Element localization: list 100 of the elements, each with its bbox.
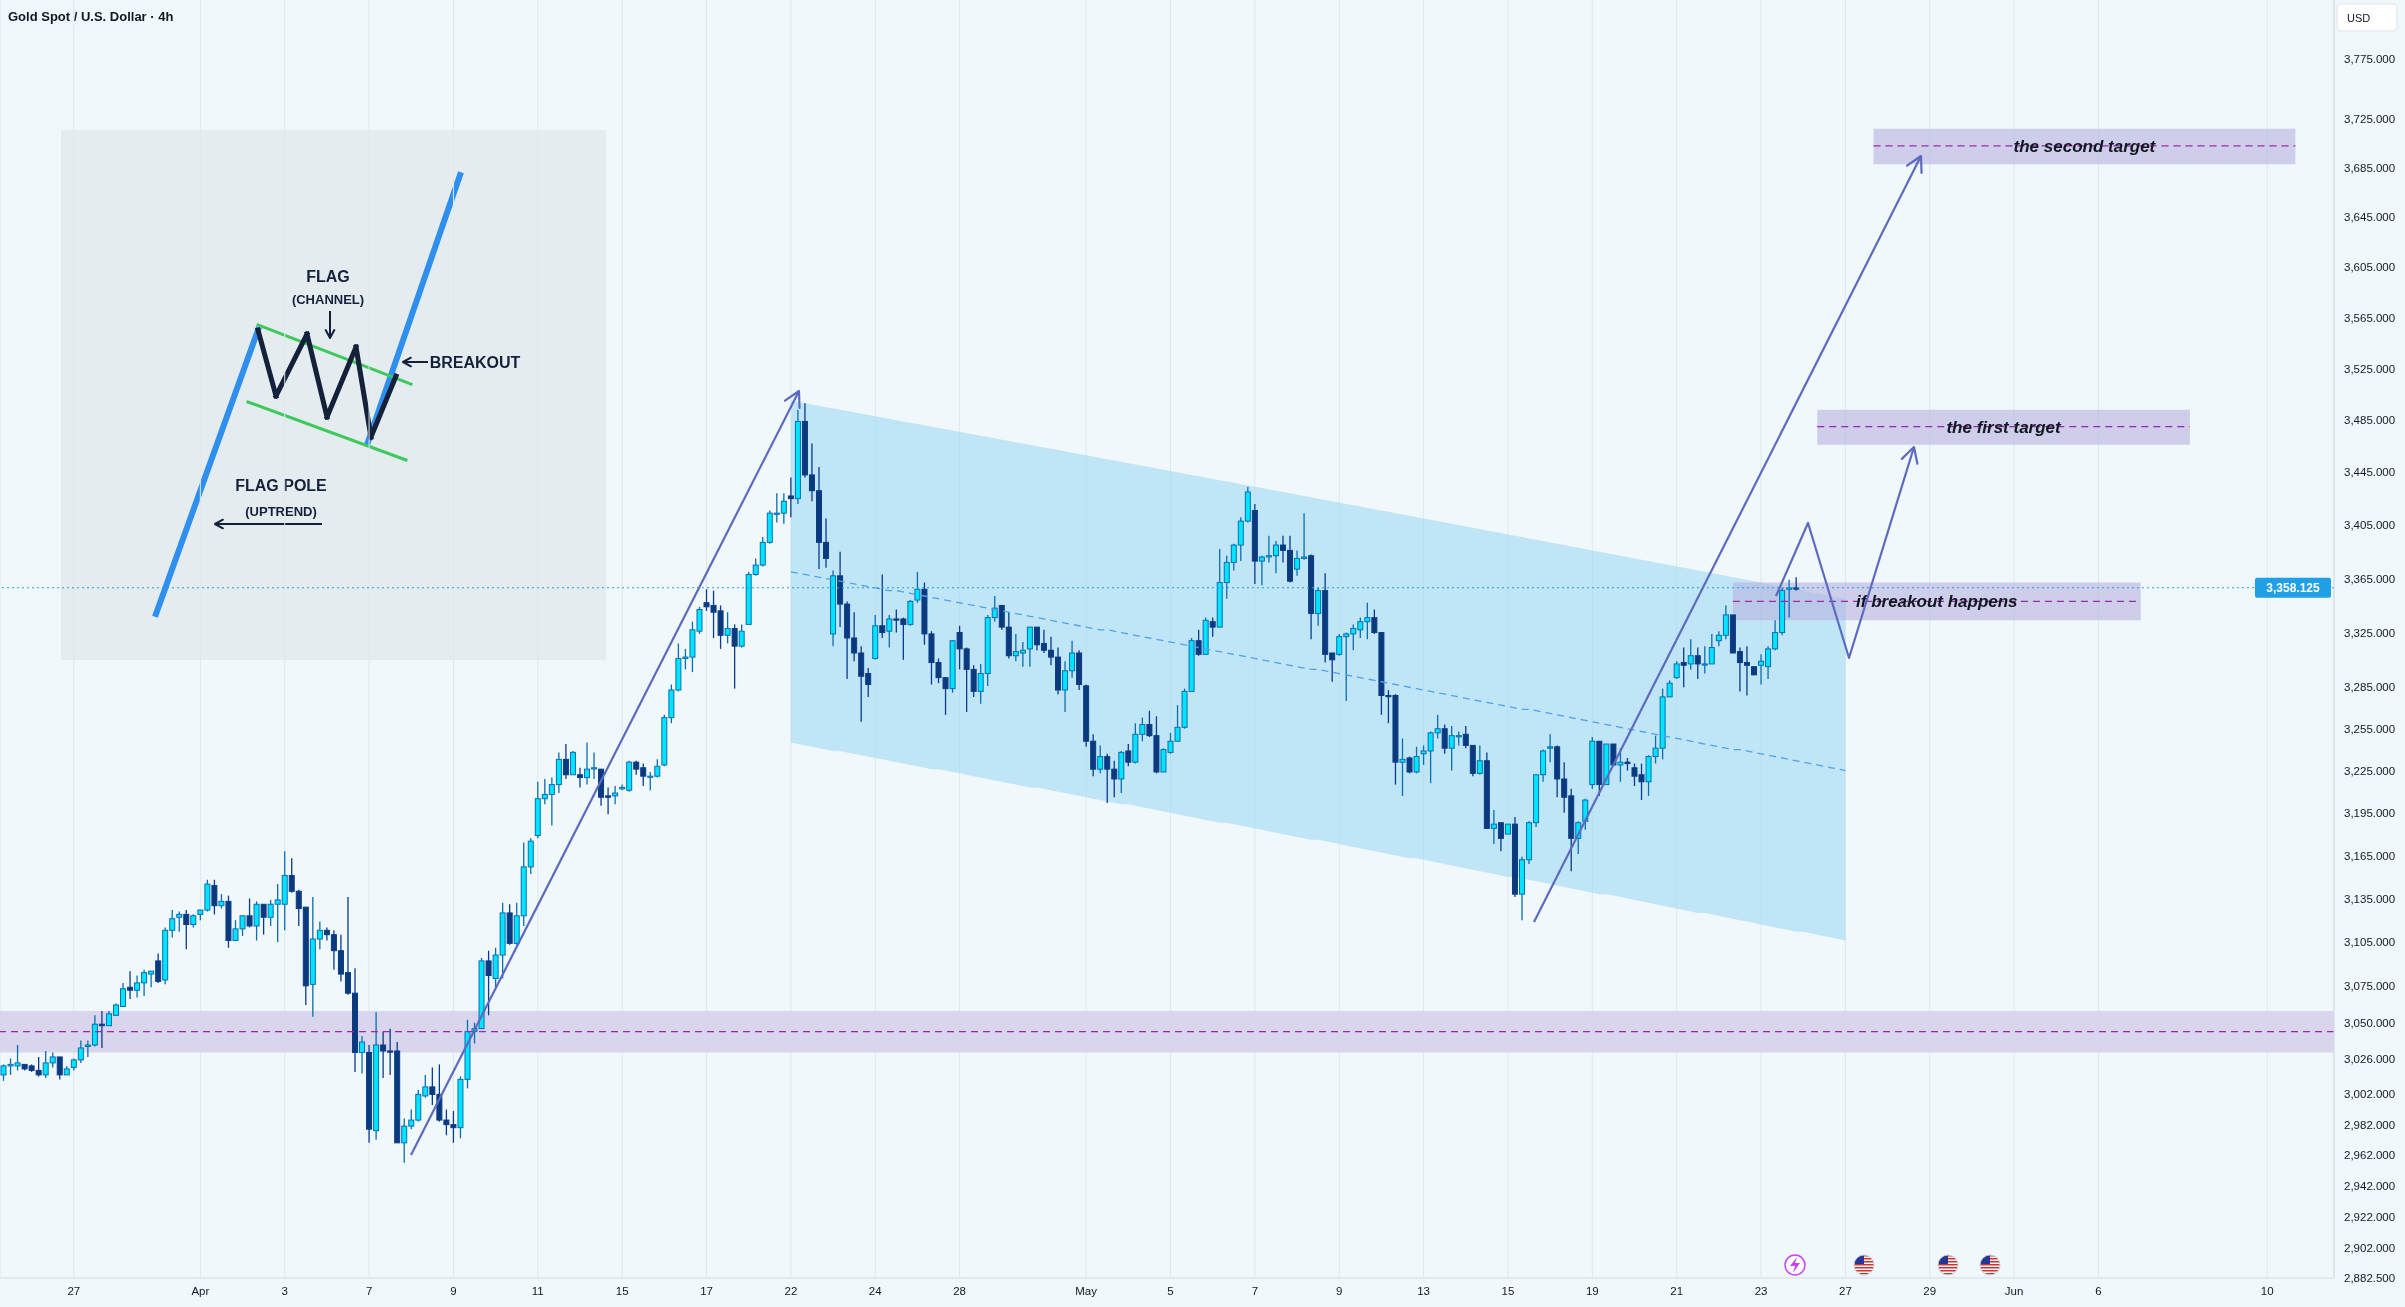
candlestick [731,623,738,690]
y-tick-label: 2,922.000 [2344,1210,2396,1223]
candlestick [569,750,576,776]
y-tick-label: 3,002.000 [2344,1088,2396,1101]
y-tick-label: 3,485.000 [2344,414,2396,427]
line-series [790,571,1847,772]
candlestick [1441,723,1448,755]
candlestick [1497,822,1504,852]
series-label: the second target [2013,136,2157,156]
x-tick-label: 29 [1923,1285,1937,1298]
candlestick [1413,746,1420,775]
annotation: (CHANNEL) [291,292,365,307]
candlestick [1490,809,1497,845]
y-tick-label: 3,775.000 [2344,52,2396,65]
x-tick-label: 10 [2260,1285,2274,1298]
x-tick-label: 7 [1251,1285,1259,1298]
y-tick-label: 3,725.000 [2344,113,2396,126]
candlestick [738,623,745,649]
x-tick-label: 11 [531,1285,544,1298]
candlestick [155,952,162,984]
x-tick-label: Apr [191,1285,210,1298]
y-tick-label: 3,225.000 [2344,764,2396,777]
candlestick [787,476,794,518]
y-tick-label: 3,525.000 [2344,362,2396,375]
x-tick-label: 22 [784,1285,798,1298]
y-tick-label: 3,565.000 [2344,311,2396,324]
candlestick [724,611,731,645]
x-tick-label: 27 [1839,1285,1852,1298]
candlestick [1195,629,1202,657]
text: Gold Spot / U.S. Dollar · 4h [8,9,174,24]
y-tick-label: 3,105.000 [2344,936,2396,949]
x-tick-label: 9 [1336,1285,1343,1298]
candlestick [183,909,190,950]
candlestick [260,903,267,936]
candlestick [612,785,619,805]
candlestick [879,573,886,639]
x-tick-label: 15 [1501,1285,1515,1298]
ref-line-label: 3,358.125 [2266,580,2321,595]
x-tick-label: 23 [1754,1285,1768,1298]
candlestick [1680,646,1687,688]
candlestick [907,599,914,627]
y-tick-label: 3,195.000 [2344,806,2396,819]
candlestick [246,897,253,929]
candlestick [1125,743,1132,768]
candlestick [1687,638,1694,671]
y-tick-label: 3,050.000 [2344,1016,2396,1029]
x-tick-label: 9 [450,1285,457,1298]
series-label: the first target [1946,417,2063,437]
candlestick [56,1056,63,1081]
candlestick [127,970,134,1000]
y-tick-label: 3,325.000 [2344,626,2396,639]
x-tick-label: 17 [700,1285,713,1298]
y-tick-label: 3,445.000 [2344,466,2396,479]
annotation: FLAG POLE [235,477,328,494]
y-tick-label: 3,075.000 [2344,979,2396,992]
y-tick-label: 3,026.000 [2344,1052,2396,1065]
x-tick-label: 13 [1417,1285,1430,1298]
x-tick-label: 19 [1585,1285,1599,1298]
candlestick [1694,646,1701,680]
annotation: BREAKOUT [429,354,521,371]
y-axis-title: USD [2347,12,2371,24]
candlestick [1786,579,1793,619]
candlestick [914,571,921,604]
candlestick [886,614,893,649]
y-tick-label: 3,605.000 [2344,261,2396,274]
candlestick [211,879,218,916]
y-tick-label: 3,685.000 [2344,162,2396,175]
candlestick [1315,587,1322,627]
candlestick [176,910,183,933]
x-tick-label: 6 [2095,1285,2102,1298]
candlestick [562,743,569,780]
y-tick-label: 3,645.000 [2344,211,2396,224]
y-tick-label: 2,982.000 [2344,1118,2396,1131]
candlestick [1547,733,1554,763]
x-tick-label: 7 [365,1285,373,1298]
x-tick-label: 27 [67,1285,81,1298]
x-tick-label: 21 [1670,1285,1684,1298]
annotation: FLAG [306,268,350,285]
y-tick-label: 3,285.000 [2344,681,2396,694]
x-tick-label: 3 [281,1285,288,1298]
candlestick [1026,626,1033,668]
x-tick-label: Jun [2004,1285,2024,1298]
y-tick-label: 3,255.000 [2344,722,2396,735]
y-tick-label: 2,902.000 [2344,1241,2396,1254]
candlestick [485,950,492,1016]
y-tick-label: 2,942.000 [2344,1179,2396,1192]
x-tick-label: 24 [868,1285,883,1298]
y-tick-label: 3,365.000 [2344,572,2396,585]
candlestick [1399,737,1406,797]
y-tick-label: 3,165.000 [2344,849,2396,862]
y-tick-label: 3,135.000 [2344,892,2396,905]
candlestick [253,900,260,942]
y-tick-label: 2,882.500 [2344,1272,2396,1285]
candlestick [1476,744,1483,776]
x-tick-label: 28 [953,1285,967,1298]
x-tick-label: 15 [615,1285,629,1298]
candlestick [576,767,583,789]
candlestick [1209,616,1216,638]
candlestick [359,1035,366,1075]
y-tick-label: 2,962.000 [2344,1149,2396,1162]
